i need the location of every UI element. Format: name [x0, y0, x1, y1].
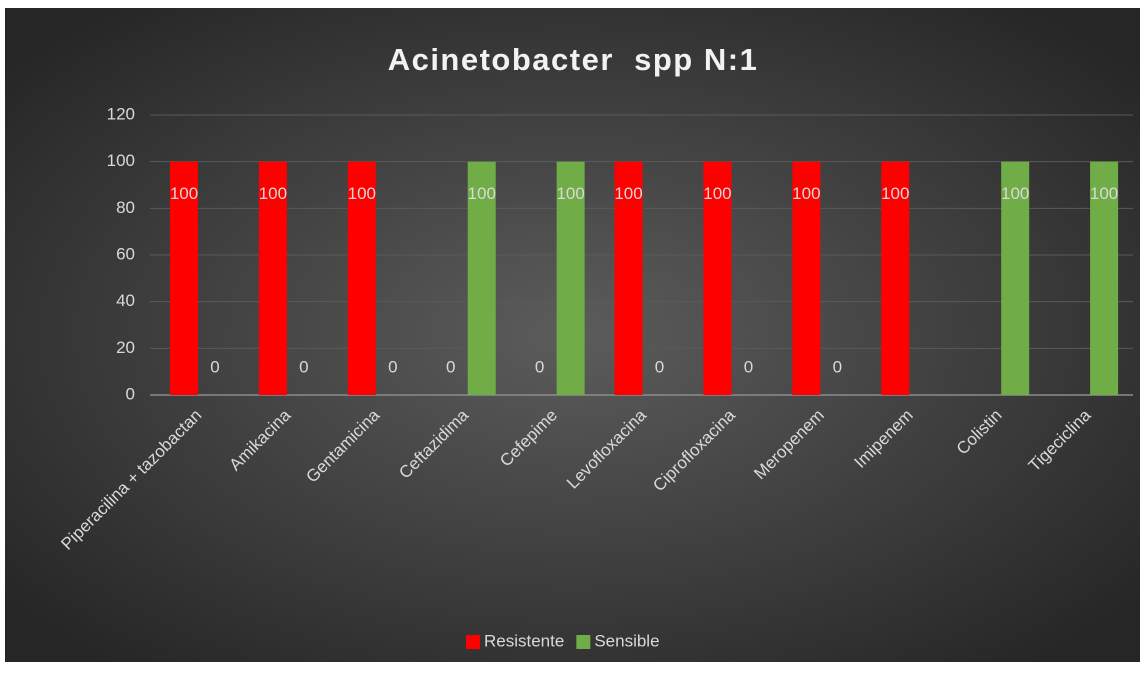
- data-label: 100: [792, 184, 820, 203]
- y-tick-label: 20: [116, 338, 135, 357]
- data-label: 100: [614, 184, 642, 203]
- bar: [170, 161, 198, 395]
- legend-swatch: [576, 635, 591, 649]
- data-label: 0: [655, 357, 664, 376]
- data-label: 0: [535, 357, 544, 376]
- y-tick-label: 40: [116, 291, 135, 310]
- legend-label: Resistente: [484, 631, 564, 650]
- bar: [792, 161, 821, 395]
- data-label: 100: [259, 184, 287, 203]
- bar: [556, 161, 585, 395]
- data-label: 0: [833, 357, 842, 376]
- bar: [1090, 161, 1119, 395]
- y-tick-label: 120: [107, 104, 135, 123]
- data-label: 100: [348, 184, 376, 203]
- data-label: 100: [468, 184, 496, 203]
- bar: [614, 161, 643, 395]
- bar: [1001, 161, 1030, 395]
- legend-label: Sensible: [594, 631, 659, 650]
- legend-swatch: [466, 635, 480, 649]
- y-tick-label: 0: [126, 384, 135, 403]
- data-label: 100: [881, 184, 909, 203]
- data-label: 0: [446, 357, 455, 376]
- data-label: 100: [1090, 184, 1118, 203]
- y-tick-label: 100: [107, 151, 135, 170]
- bar: [703, 161, 732, 395]
- data-label: 0: [388, 357, 397, 376]
- data-label: 0: [299, 357, 308, 376]
- data-label: 100: [556, 184, 584, 203]
- bar: [467, 161, 496, 395]
- data-label: 100: [170, 184, 198, 203]
- bar: [258, 161, 287, 395]
- y-tick-label: 60: [116, 244, 135, 263]
- data-label: 0: [210, 357, 219, 376]
- data-label: 0: [744, 357, 753, 376]
- data-label: 100: [1001, 184, 1029, 203]
- chart-title: Acinetobacter spp N:1: [388, 42, 759, 77]
- bar: [881, 161, 910, 395]
- data-label: 100: [703, 184, 731, 203]
- y-tick-label: 80: [116, 198, 135, 217]
- bar: [347, 161, 376, 395]
